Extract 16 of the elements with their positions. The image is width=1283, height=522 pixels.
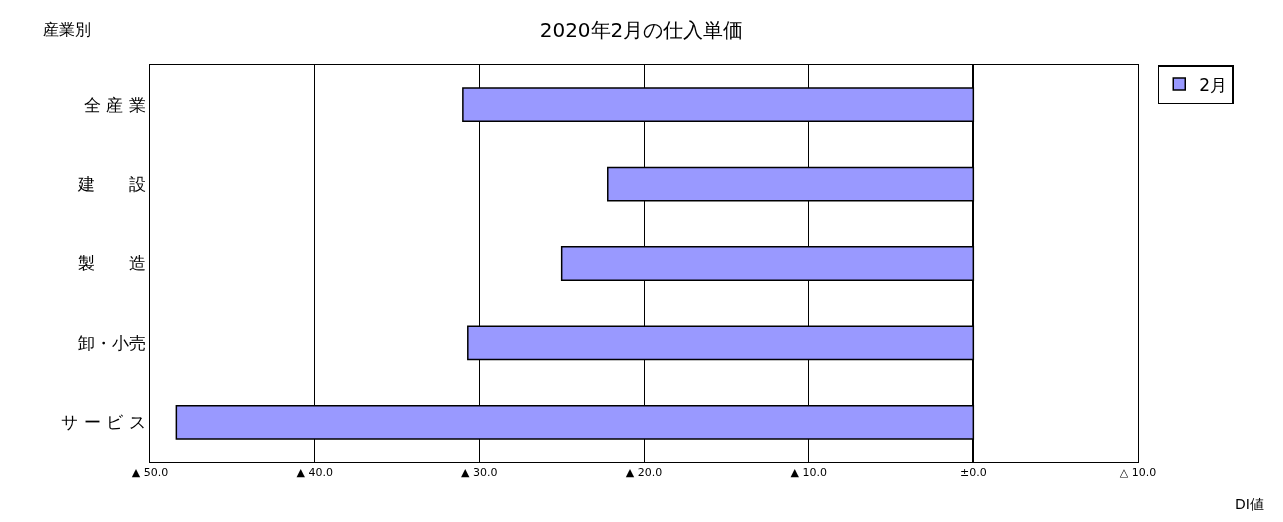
y-tick-label: サ ー ビ ス <box>61 412 146 433</box>
legend-label: 2月 <box>1199 74 1228 95</box>
y-tick-label: 全 産 業 <box>83 94 146 115</box>
x-tick-label: △ 10.0 <box>1119 466 1157 480</box>
x-tick-label: ▲ 40.0 <box>296 466 333 480</box>
y-tick-label: 建 設 <box>76 174 146 195</box>
x-tick-label: ±0.0 <box>959 466 987 480</box>
chart-title: 2020年2月の仕入単価 <box>539 18 744 43</box>
x-tick-label: ▲ 30.0 <box>461 466 498 480</box>
x-tick-label: ▲ 20.0 <box>625 466 663 480</box>
x-tick-label: ▲ 50.0 <box>131 466 169 480</box>
y-axis-title: 産業別 <box>43 20 91 39</box>
text: DI値 <box>1235 496 1264 512</box>
x-tick-label: ▲ 10.0 <box>790 466 827 480</box>
y-tick-label: 製 造 <box>77 253 146 274</box>
y-tick-label: 卸・小売 <box>77 332 146 353</box>
